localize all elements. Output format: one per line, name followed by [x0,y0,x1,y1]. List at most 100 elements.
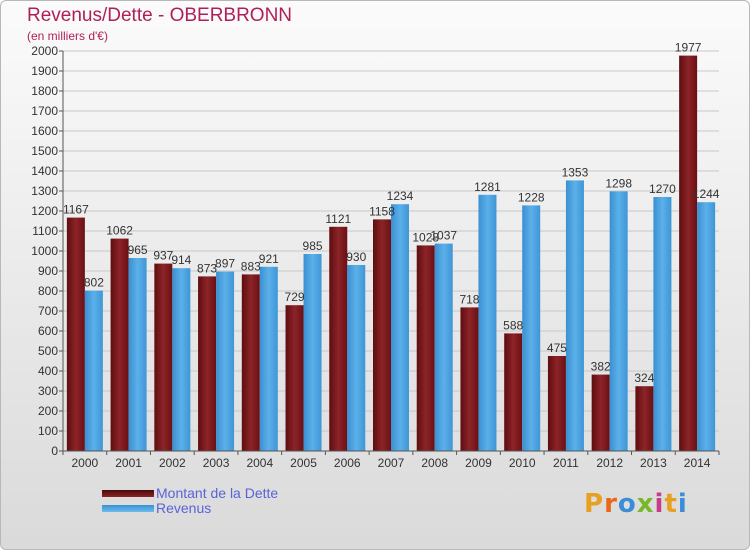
data-label-debt: 588 [503,318,523,332]
bar-revenue [172,268,191,451]
data-label-debt: 1977 [675,41,702,55]
y-tick-label: 600 [38,324,58,338]
bar-revenue [522,205,541,451]
legend-label-debt: Montant de la Dette [156,485,279,501]
bar-revenue [653,197,672,451]
y-tick-label: 1400 [31,164,58,178]
y-tick-label: 1600 [31,124,58,138]
data-label-debt: 475 [547,341,567,355]
bar-revenue [84,290,103,451]
bar-revenue [303,254,322,451]
data-label-debt: 718 [459,292,479,306]
data-label-debt: 873 [197,261,217,275]
x-tick-label: 2006 [334,456,361,470]
legend-swatch-debt [102,490,154,497]
y-tick-label: 1500 [31,144,58,158]
y-tick-label: 400 [38,364,58,378]
logo-letter: x [636,489,655,519]
data-label-revenue: 1228 [518,190,545,204]
x-tick-label: 2010 [509,456,536,470]
data-label-revenue: 985 [303,239,323,253]
data-label-revenue: 802 [84,276,104,290]
legend-swatch-revenue [102,505,154,512]
bar-debt [198,276,217,451]
y-tick-label: 1700 [31,104,58,118]
data-label-debt: 324 [634,371,654,385]
bar-revenue [565,180,584,451]
bar-debt [416,245,435,451]
bar-debt [460,307,479,451]
y-tick-label: 200 [38,404,58,418]
bar-revenue [609,191,628,451]
bar-revenue [391,204,409,451]
y-tick-label: 1000 [31,244,58,258]
data-label-debt: 382 [591,360,611,374]
x-tick-label: 2011 [553,456,579,470]
data-label-revenue: 897 [215,257,235,271]
y-tick-label: 700 [38,304,58,318]
logo-letter: P [584,489,605,519]
data-label-debt: 1062 [106,224,133,238]
data-label-revenue: 1234 [387,189,414,203]
x-tick-label: 2003 [203,456,230,470]
bar-revenue [478,194,497,452]
y-tick-label: 500 [38,344,58,358]
y-tick-label: 800 [38,284,58,298]
logo-letter: i [677,489,688,519]
bar-revenue [259,266,278,451]
data-label-debt: 1028 [412,230,439,244]
x-tick-label: 2009 [465,456,492,470]
logo-letter: r [604,489,618,519]
y-tick-label: 900 [38,264,58,278]
bar-revenue [434,243,453,451]
x-tick-label: 2008 [421,456,448,470]
bar-debt [373,219,391,451]
bar-debt [66,217,85,451]
logo-letter: t [664,489,678,519]
bar-debt [110,238,129,451]
bar-debt [547,356,566,451]
logo-letter: o [617,489,637,519]
y-tick-label: 1100 [32,224,58,238]
x-tick-label: 2000 [72,456,99,470]
legend-label-revenue: Revenus [156,500,212,516]
bar-debt [679,55,698,451]
x-tick-label: 2014 [684,456,711,470]
y-tick-label: 0 [51,444,58,458]
data-label-revenue: 921 [259,252,279,266]
bar-debt [154,263,173,451]
data-label-revenue: 965 [128,243,148,257]
data-label-revenue: 1244 [693,187,720,201]
data-label-debt: 729 [285,290,305,304]
data-label-revenue: 1037 [430,229,457,243]
axes: 0 100 200 300 400 500 600 700 800 900 1000 1100 1200… [31,44,720,470]
bar-revenue [697,202,716,451]
x-tick-label: 2002 [159,456,186,470]
data-label-revenue: 1270 [649,182,676,196]
y-tick-label: 1200 [31,204,58,218]
y-tick-label: 1900 [31,64,58,78]
bar-debt [285,305,304,451]
y-tick-label: 2000 [31,44,58,58]
bar-revenue [347,265,366,451]
data-label-revenue: 1298 [605,176,632,190]
y-tick-label: 1800 [31,84,58,98]
bar-revenue [216,271,235,451]
data-label-debt: 1167 [63,203,89,217]
data-label-debt: 883 [241,259,261,273]
bar-debt [591,374,610,451]
data-label-revenue: 1353 [562,165,589,179]
chart-title: Revenus/Dette - OBERBRONN [27,5,293,26]
bar-debt [329,226,348,451]
bar-debt [504,333,523,451]
x-tick-label: 2013 [640,456,667,470]
x-tick-label: 2004 [246,456,273,470]
data-label-revenue: 930 [346,250,366,264]
bar-debt [241,274,260,451]
data-label-debt: 1158 [369,204,395,218]
bars [66,55,716,452]
bar-debt [635,386,654,451]
